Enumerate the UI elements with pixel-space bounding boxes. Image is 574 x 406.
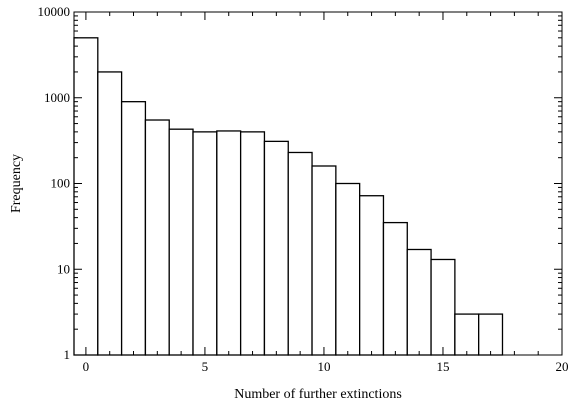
bar-9 <box>287 151 313 356</box>
bar-12 <box>359 195 385 356</box>
bar-1 <box>97 71 123 356</box>
bar-15 <box>430 258 456 356</box>
bar-3 <box>144 119 170 356</box>
bar-14 <box>406 248 432 356</box>
bar-2 <box>120 101 147 356</box>
x-tick-label: 10 <box>317 359 330 374</box>
x-tick-label: 20 <box>556 359 569 374</box>
bar-16 <box>454 313 480 356</box>
bar-4 <box>168 128 194 356</box>
bar-10 <box>311 165 337 356</box>
x-axis-label: Number of further extinctions <box>234 387 402 402</box>
y-axis-label: Frequency <box>9 154 24 213</box>
bar-17 <box>478 313 504 356</box>
x-tick-label: 5 <box>202 359 209 374</box>
x-tick-label: 0 <box>83 359 90 374</box>
bar-5 <box>192 131 218 356</box>
bar-8 <box>263 140 289 356</box>
y-tick-label: 10000 <box>38 4 71 19</box>
bar-13 <box>382 221 408 356</box>
bar-7 <box>239 131 266 356</box>
bars-group <box>73 37 504 356</box>
y-tick-label: 1000 <box>44 90 70 105</box>
y-tick-label: 10 <box>57 261 70 276</box>
bar-6 <box>216 130 242 356</box>
x-tick-label: 15 <box>436 359 449 374</box>
y-tick-label: 1 <box>64 347 71 362</box>
bar-11 <box>335 182 361 356</box>
y-tick-label: 100 <box>51 176 71 191</box>
ticks-group: 0 5 10 15 20 1 10 100 1000 10000 <box>38 4 569 374</box>
